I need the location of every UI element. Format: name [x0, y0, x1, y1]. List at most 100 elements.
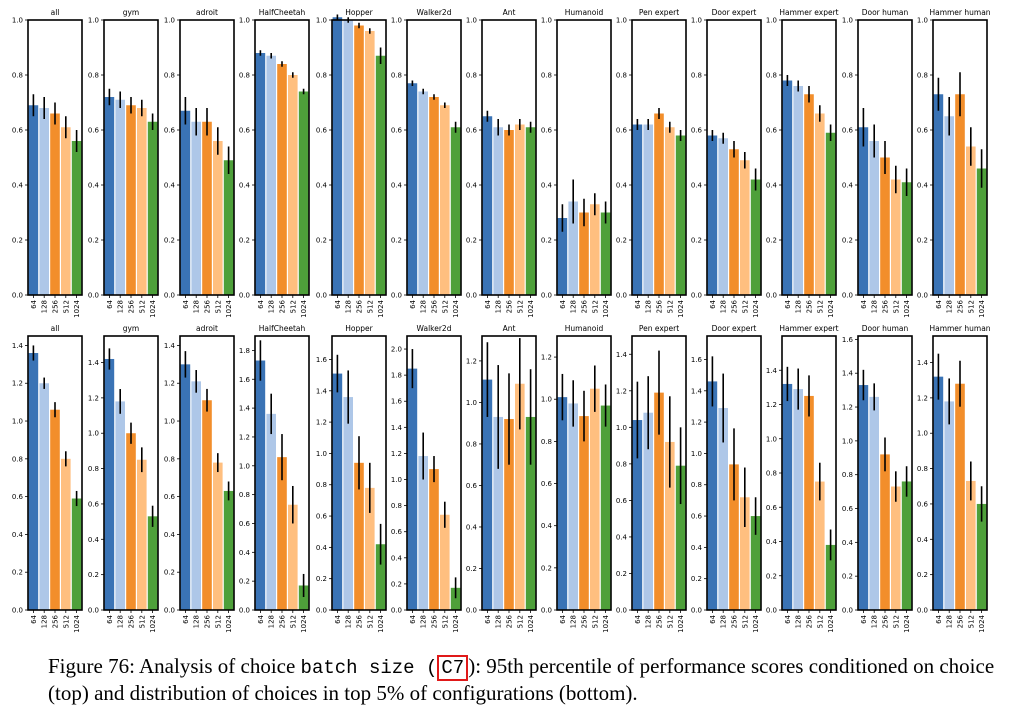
- y-tick-label: 0.6: [466, 127, 478, 135]
- bar-64: [632, 420, 643, 610]
- y-tick-label: 0.8: [541, 438, 552, 446]
- bar-64: [557, 218, 568, 295]
- bar-64: [407, 83, 418, 295]
- bar-128: [418, 91, 428, 295]
- panel-title: Hammer expert: [779, 324, 838, 333]
- y-tick-label: 0.2: [239, 578, 250, 586]
- figure-caption: Figure 76: Analysis of choice batch size…: [48, 654, 1008, 706]
- x-tick-label: 1024: [73, 299, 81, 317]
- bar-512: [740, 497, 750, 610]
- bar-1024: [750, 179, 761, 295]
- bar-256: [277, 457, 287, 610]
- y-tick-label: 0.6: [88, 500, 100, 508]
- panel-bottom-2: adroit 0.0 0.2 0.4 0.6 0.8 1.0 1.2 1.4 64 128 256 51…: [164, 324, 235, 633]
- panel-title: Humanoid: [565, 8, 604, 17]
- bar-128: [266, 55, 276, 295]
- bar-64: [933, 94, 944, 295]
- x-tick-label: 1024: [602, 614, 610, 632]
- y-tick-label: 1.2: [766, 401, 777, 409]
- y-tick-label: 1.4: [239, 405, 251, 413]
- y-tick-label: 0.0: [466, 607, 477, 615]
- caption-rest: ): 95th percentile of performance scores…: [48, 654, 995, 705]
- bar-256: [654, 392, 664, 610]
- bar-512: [515, 383, 525, 610]
- x-tick-label: 1024: [452, 299, 460, 317]
- y-tick-label: 1.0: [691, 450, 702, 458]
- x-tick-label: 64: [409, 614, 417, 623]
- panel-top-0: all 0.0 0.2 0.4 0.6 0.8 1.0 64 128 256 512 1024: [12, 8, 83, 318]
- bar-256: [277, 64, 287, 295]
- panel-bottom-3: HalfCheetah 0.0 0.2 0.4 0.6 0.8 1.0 1.2 1.4 1.6 1.…: [239, 324, 310, 633]
- panel-bottom-6: Ant 0.0 0.2 0.4 0.6 0.8 1.0 1.2 64 128 256 512 1024: [466, 324, 537, 633]
- bar-512: [590, 388, 600, 610]
- y-tick-label: 0.0: [766, 292, 777, 300]
- y-tick-label: 0.8: [316, 72, 327, 80]
- bar-1024: [450, 587, 461, 610]
- x-tick-label: 64: [334, 614, 342, 623]
- bar-1024: [901, 182, 912, 295]
- y-tick-label: 0.6: [466, 482, 478, 490]
- bar-512: [137, 108, 147, 295]
- bar-1024: [600, 212, 611, 295]
- y-tick-label: 1.8: [391, 372, 402, 380]
- y-tick-label: 1.0: [616, 424, 627, 432]
- x-tick-label: 64: [634, 299, 642, 308]
- y-tick-label: 0.6: [541, 127, 553, 135]
- x-tick-label: 1024: [827, 299, 835, 317]
- y-tick-label: 0.6: [391, 127, 403, 135]
- y-tick-label: 0.2: [541, 564, 552, 572]
- bar-128: [869, 141, 879, 295]
- bar-256: [579, 416, 589, 610]
- x-tick-label: 512: [967, 615, 975, 628]
- x-tick-label: 256: [882, 299, 890, 313]
- bar-1024: [901, 481, 912, 610]
- x-tick-label: 512: [967, 300, 975, 313]
- x-tick-label: 64: [484, 614, 492, 623]
- y-tick-label: 0.8: [88, 72, 99, 80]
- x-tick-label: 256: [204, 299, 212, 313]
- y-tick-label: 1.2: [12, 380, 23, 388]
- y-tick-label: 1.4: [12, 342, 24, 350]
- x-tick-label: 128: [41, 300, 49, 313]
- bar-512: [365, 487, 375, 610]
- bar-256: [654, 113, 664, 295]
- y-tick-label: 0.8: [691, 481, 702, 489]
- bar-256: [955, 94, 965, 295]
- bar-1024: [825, 544, 836, 610]
- y-tick-label: 0.8: [917, 72, 928, 80]
- caption-boxed-label: C7: [437, 655, 469, 681]
- x-tick-label: 512: [214, 300, 222, 313]
- bar-64: [782, 80, 793, 295]
- x-tick-label: 256: [356, 614, 364, 628]
- bar-128: [643, 412, 653, 610]
- y-tick-label: 1.4: [691, 387, 703, 395]
- x-tick-label: 256: [506, 299, 514, 313]
- y-tick-label: 0.8: [12, 455, 23, 463]
- y-tick-label: 1.0: [691, 17, 702, 25]
- y-tick-label: 1.2: [164, 380, 175, 388]
- y-tick-label: 0.2: [766, 572, 777, 580]
- y-tick-label: 0.6: [766, 504, 778, 512]
- bar-512: [213, 141, 223, 295]
- x-tick-label: 1024: [300, 614, 308, 632]
- y-tick-label: 2.0: [391, 346, 402, 354]
- panel-bottom-1: gym 0.0 0.2 0.4 0.6 0.8 1.0 1.2 1.4 64 128 256 512 10…: [88, 324, 159, 633]
- y-tick-label: 0.6: [316, 127, 328, 135]
- x-tick-label: 256: [279, 299, 287, 313]
- panel-top-6: Ant 0.0 0.2 0.4 0.6 0.8 1.0 64 128 256 512 1024: [466, 8, 537, 318]
- x-tick-label: 256: [731, 299, 739, 313]
- y-tick-label: 0.2: [316, 237, 327, 245]
- x-tick-label: 128: [193, 615, 201, 628]
- y-tick-label: 0.8: [239, 491, 250, 499]
- bar-512: [288, 504, 298, 610]
- x-tick-label: 128: [795, 615, 803, 628]
- bar-64: [632, 124, 643, 295]
- y-tick-label: 0.4: [88, 182, 100, 190]
- y-tick-label: 0.0: [917, 607, 928, 615]
- y-tick-label: 0.2: [12, 569, 23, 577]
- x-tick-label: 128: [871, 615, 879, 628]
- y-tick-label: 0.4: [239, 549, 251, 557]
- x-tick-label: 1024: [677, 299, 685, 317]
- panel-title: Hopper: [345, 324, 373, 333]
- y-tick-label: 0.6: [691, 127, 703, 135]
